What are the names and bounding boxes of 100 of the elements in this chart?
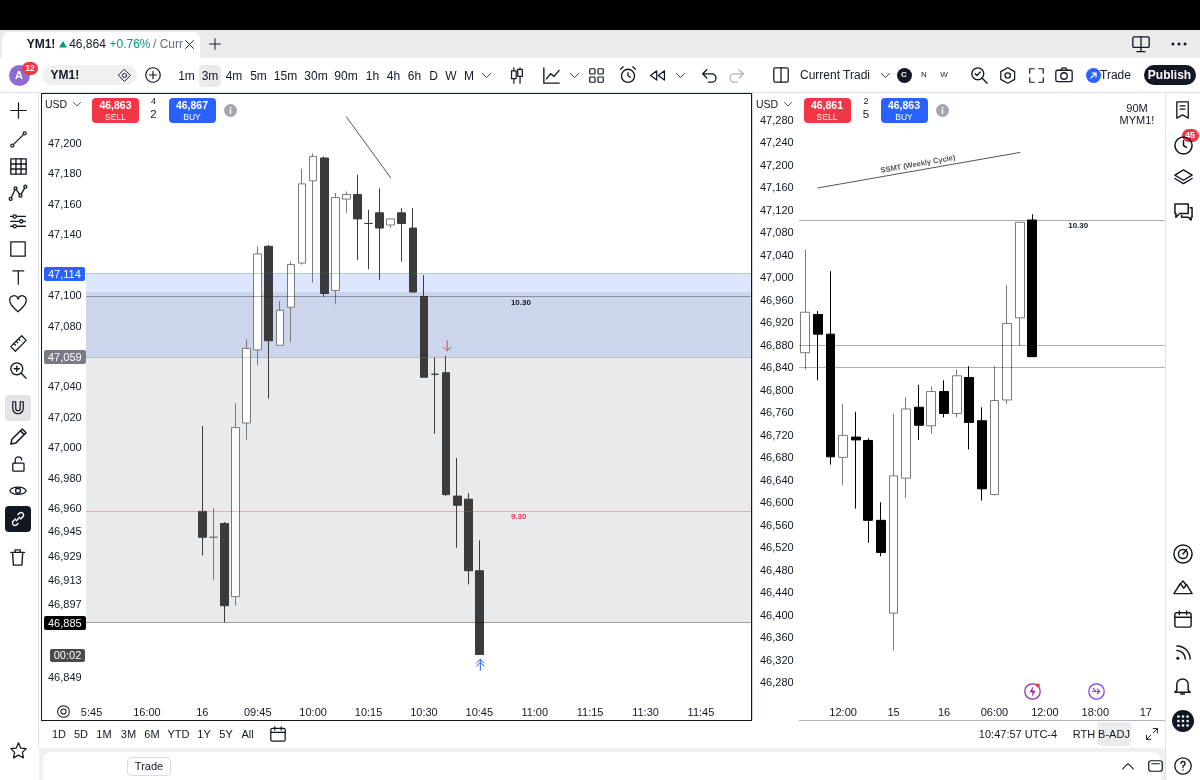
y-tick-label: 46,520	[760, 541, 794, 554]
x-tick-label: 06:00	[980, 705, 1009, 718]
y-tick-label: 46,720	[760, 428, 794, 441]
y-tick-label: 47,200	[760, 158, 794, 171]
candlestick	[826, 270, 835, 466]
y-tick-label: 47,080	[760, 226, 794, 239]
x-tick-label: 12:00	[829, 705, 857, 718]
candlestick	[889, 413, 898, 651]
y-tick-label: 46,640	[760, 473, 794, 486]
text: Current Tradi	[799, 68, 871, 82]
y-tick-label: 47,160	[760, 181, 794, 194]
text: 3M	[120, 727, 137, 740]
text: 45	[1181, 128, 1199, 142]
text: 46,864	[69, 37, 106, 51]
y-tick-label: 46,980	[48, 471, 82, 484]
annotation: 2	[863, 95, 869, 106]
candlestick	[397, 207, 406, 263]
x-tick-label: 11:45	[687, 705, 715, 718]
candlestick	[863, 437, 873, 544]
text: YM1!	[41, 65, 137, 85]
candlestick	[453, 457, 462, 549]
text: 1m	[178, 68, 195, 83]
y-tick-label: 46,960	[760, 293, 794, 306]
text: USD	[755, 97, 779, 110]
text: / Curr	[153, 37, 183, 51]
text: 00:02	[50, 648, 85, 662]
candlestick	[939, 379, 949, 418]
annotation: 46,861	[810, 98, 844, 111]
y-tick-label: 46,920	[760, 316, 794, 329]
candlestick	[287, 261, 295, 343]
text: 5D	[73, 727, 89, 740]
text: 30m	[304, 68, 328, 83]
text: 4h	[386, 68, 401, 83]
candlestick	[990, 365, 999, 497]
candlestick	[242, 338, 251, 441]
y-tick-label: 47,200	[48, 136, 82, 149]
text: C	[896, 67, 912, 83]
candlestick	[926, 385, 936, 435]
y-tick-label: 47,040	[760, 248, 794, 261]
text: 10:47:57 UTC-4	[978, 727, 1058, 740]
annotation: SELL	[816, 111, 838, 122]
candlestick	[375, 187, 384, 281]
annotation: 46,867	[175, 98, 209, 111]
candlestick	[977, 406, 987, 502]
text: 3m	[199, 64, 221, 87]
annotation: 2	[150, 108, 157, 121]
candlestick	[800, 249, 810, 371]
text: W	[445, 68, 457, 83]
x-tick-label: 5:45	[80, 705, 103, 718]
text: RTH	[1072, 727, 1096, 740]
text: 12	[22, 61, 38, 75]
text: W	[940, 70, 948, 79]
text: All	[241, 727, 254, 740]
candlestick	[431, 357, 439, 435]
x-tick-label: 17	[1139, 705, 1152, 718]
candlestick	[386, 218, 395, 229]
text: B-ADJ	[1097, 722, 1131, 746]
x-tick-label: 16	[937, 705, 951, 718]
candlestick	[914, 384, 924, 441]
text: 1M	[96, 727, 112, 740]
y-tick-label: 46,680	[760, 451, 794, 464]
text: 1D	[51, 727, 67, 740]
candlestick	[298, 168, 306, 266]
candlestick	[442, 355, 450, 497]
candlestick	[464, 492, 473, 585]
candlestick	[1027, 213, 1037, 358]
text: 90m	[334, 68, 358, 83]
ref-line-label: 47,059	[44, 350, 86, 365]
annotation: 5	[862, 108, 870, 121]
text: 6h	[407, 68, 422, 83]
candlestick	[838, 403, 848, 486]
y-tick-label: 47,180	[48, 167, 82, 180]
candlestick	[364, 209, 373, 270]
y-tick-label: 47,080	[48, 319, 82, 332]
y-tick-label: 46,880	[760, 338, 794, 351]
candlestick	[813, 310, 823, 381]
text: N	[921, 70, 927, 79]
candlestick	[320, 155, 329, 298]
y-tick-label: 46,929	[48, 549, 82, 562]
y-tick-label: 46,960	[48, 502, 82, 515]
y-tick-label: 46,320	[760, 653, 794, 666]
x-tick-label: 10:15	[354, 705, 383, 718]
y-tick-label: 47,040	[48, 380, 82, 393]
y-tick-label: 46,800	[760, 383, 794, 396]
text: 1Y	[197, 727, 211, 740]
y-tick-label: 46,840	[760, 361, 794, 374]
y-tick-label: 46,760	[760, 406, 794, 419]
candlestick	[475, 539, 484, 656]
candlestick	[876, 501, 886, 557]
x-tick-label: 10:30	[410, 705, 438, 718]
text: A	[15, 68, 23, 81]
y-tick-label: 46,897	[48, 598, 82, 611]
x-tick-label: 16:00	[133, 705, 161, 718]
annotation: 10.30	[1068, 220, 1089, 230]
x-tick-label: 11:15	[576, 705, 604, 718]
y-tick-label: 47,160	[48, 197, 82, 210]
candlestick	[901, 396, 911, 499]
text: USD	[44, 97, 68, 110]
y-tick-label: 46,280	[760, 676, 794, 689]
y-tick-label: 46,360	[760, 631, 794, 644]
